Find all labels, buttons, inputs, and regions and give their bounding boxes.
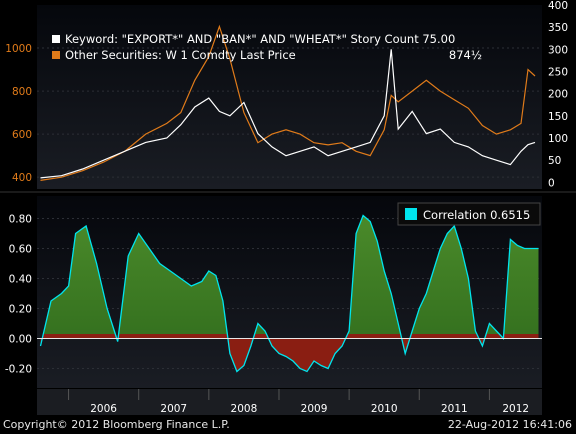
correlation-tick-label: -0.20 xyxy=(5,364,32,376)
x-axis: 2006 2007 2008 2009 2010 2011 2012 xyxy=(68,389,529,415)
correlation-axis: -0.20 0.00 0.20 0.40 0.60 0.80 xyxy=(5,214,32,376)
copyright-text: Copyright© 2012 Bloomberg Finance L.P. xyxy=(3,418,230,431)
price-legend-label: Other Securities: W 1 Comdty Last Price xyxy=(65,48,296,62)
x-tick-label: 2007 xyxy=(160,403,187,415)
x-tick-label: 2011 xyxy=(441,403,468,415)
top-right-axis: 0 50 100 150 200 250 300 350 400 xyxy=(548,0,568,189)
left-tick-label: 400 xyxy=(12,172,32,184)
left-tick-label: 600 xyxy=(12,129,32,141)
correlation-legend: Correlation 0.6515 xyxy=(397,202,541,226)
x-tick-label: 2008 xyxy=(231,403,258,415)
right-tick-label: 250 xyxy=(548,67,568,79)
price-legend-swatch xyxy=(52,51,60,59)
right-tick-label: 300 xyxy=(548,44,568,56)
x-tick-label: 2006 xyxy=(90,403,117,415)
x-axis-band xyxy=(37,389,542,415)
x-tick-label: 2009 xyxy=(301,403,328,415)
chart-canvas: 400 600 800 1000 0 50 100 150 200 250 300 350 400 K… xyxy=(0,0,576,415)
timestamp-text: 22-Aug-2012 16:41:06 xyxy=(447,418,572,431)
right-tick-label: 400 xyxy=(548,0,568,12)
price-legend-value: 874½ xyxy=(449,48,482,62)
right-tick-label: 150 xyxy=(548,111,568,123)
correlation-positive-area xyxy=(43,215,539,334)
correlation-negative-area xyxy=(40,334,539,372)
keyword-legend-label: Keyword: "EXPORT*" AND "BAN*" AND "WHEAT… xyxy=(65,32,455,46)
right-tick-label: 350 xyxy=(548,22,568,34)
correlation-tick-label: 0.40 xyxy=(9,274,32,286)
right-tick-label: 50 xyxy=(548,155,561,167)
wheat-price-series-line xyxy=(40,24,536,181)
correlation-series-line xyxy=(39,214,539,373)
correlation-tick-label: 0.20 xyxy=(9,304,32,316)
top-legend: Keyword: "EXPORT*" AND "BAN*" AND "WHEAT… xyxy=(52,32,482,62)
correlation-tick-label: 0.00 xyxy=(9,334,32,346)
correlation-legend-box xyxy=(397,202,541,226)
story-count-series-line xyxy=(40,49,536,179)
left-tick-label: 800 xyxy=(12,86,32,98)
correlation-tick-label: 0.80 xyxy=(9,214,32,226)
x-tick-label: 2010 xyxy=(371,403,398,415)
right-tick-label: 200 xyxy=(548,89,568,101)
correlation-legend-label: Correlation 0.6515 xyxy=(423,208,530,222)
x-tick-label: 2012 xyxy=(502,403,529,415)
left-tick-label: 1000 xyxy=(5,43,32,55)
top-left-axis: 400 600 800 1000 xyxy=(5,43,32,184)
top-panel-background xyxy=(37,5,542,189)
right-tick-label: 0 xyxy=(548,177,555,189)
keyword-legend-swatch xyxy=(52,35,60,43)
correlation-legend-swatch xyxy=(405,208,417,220)
top-panel-grid xyxy=(37,47,542,178)
footer: Copyright© 2012 Bloomberg Finance L.P. 2… xyxy=(0,415,576,434)
right-tick-label: 100 xyxy=(548,133,568,145)
correlation-tick-label: 0.60 xyxy=(9,244,32,256)
